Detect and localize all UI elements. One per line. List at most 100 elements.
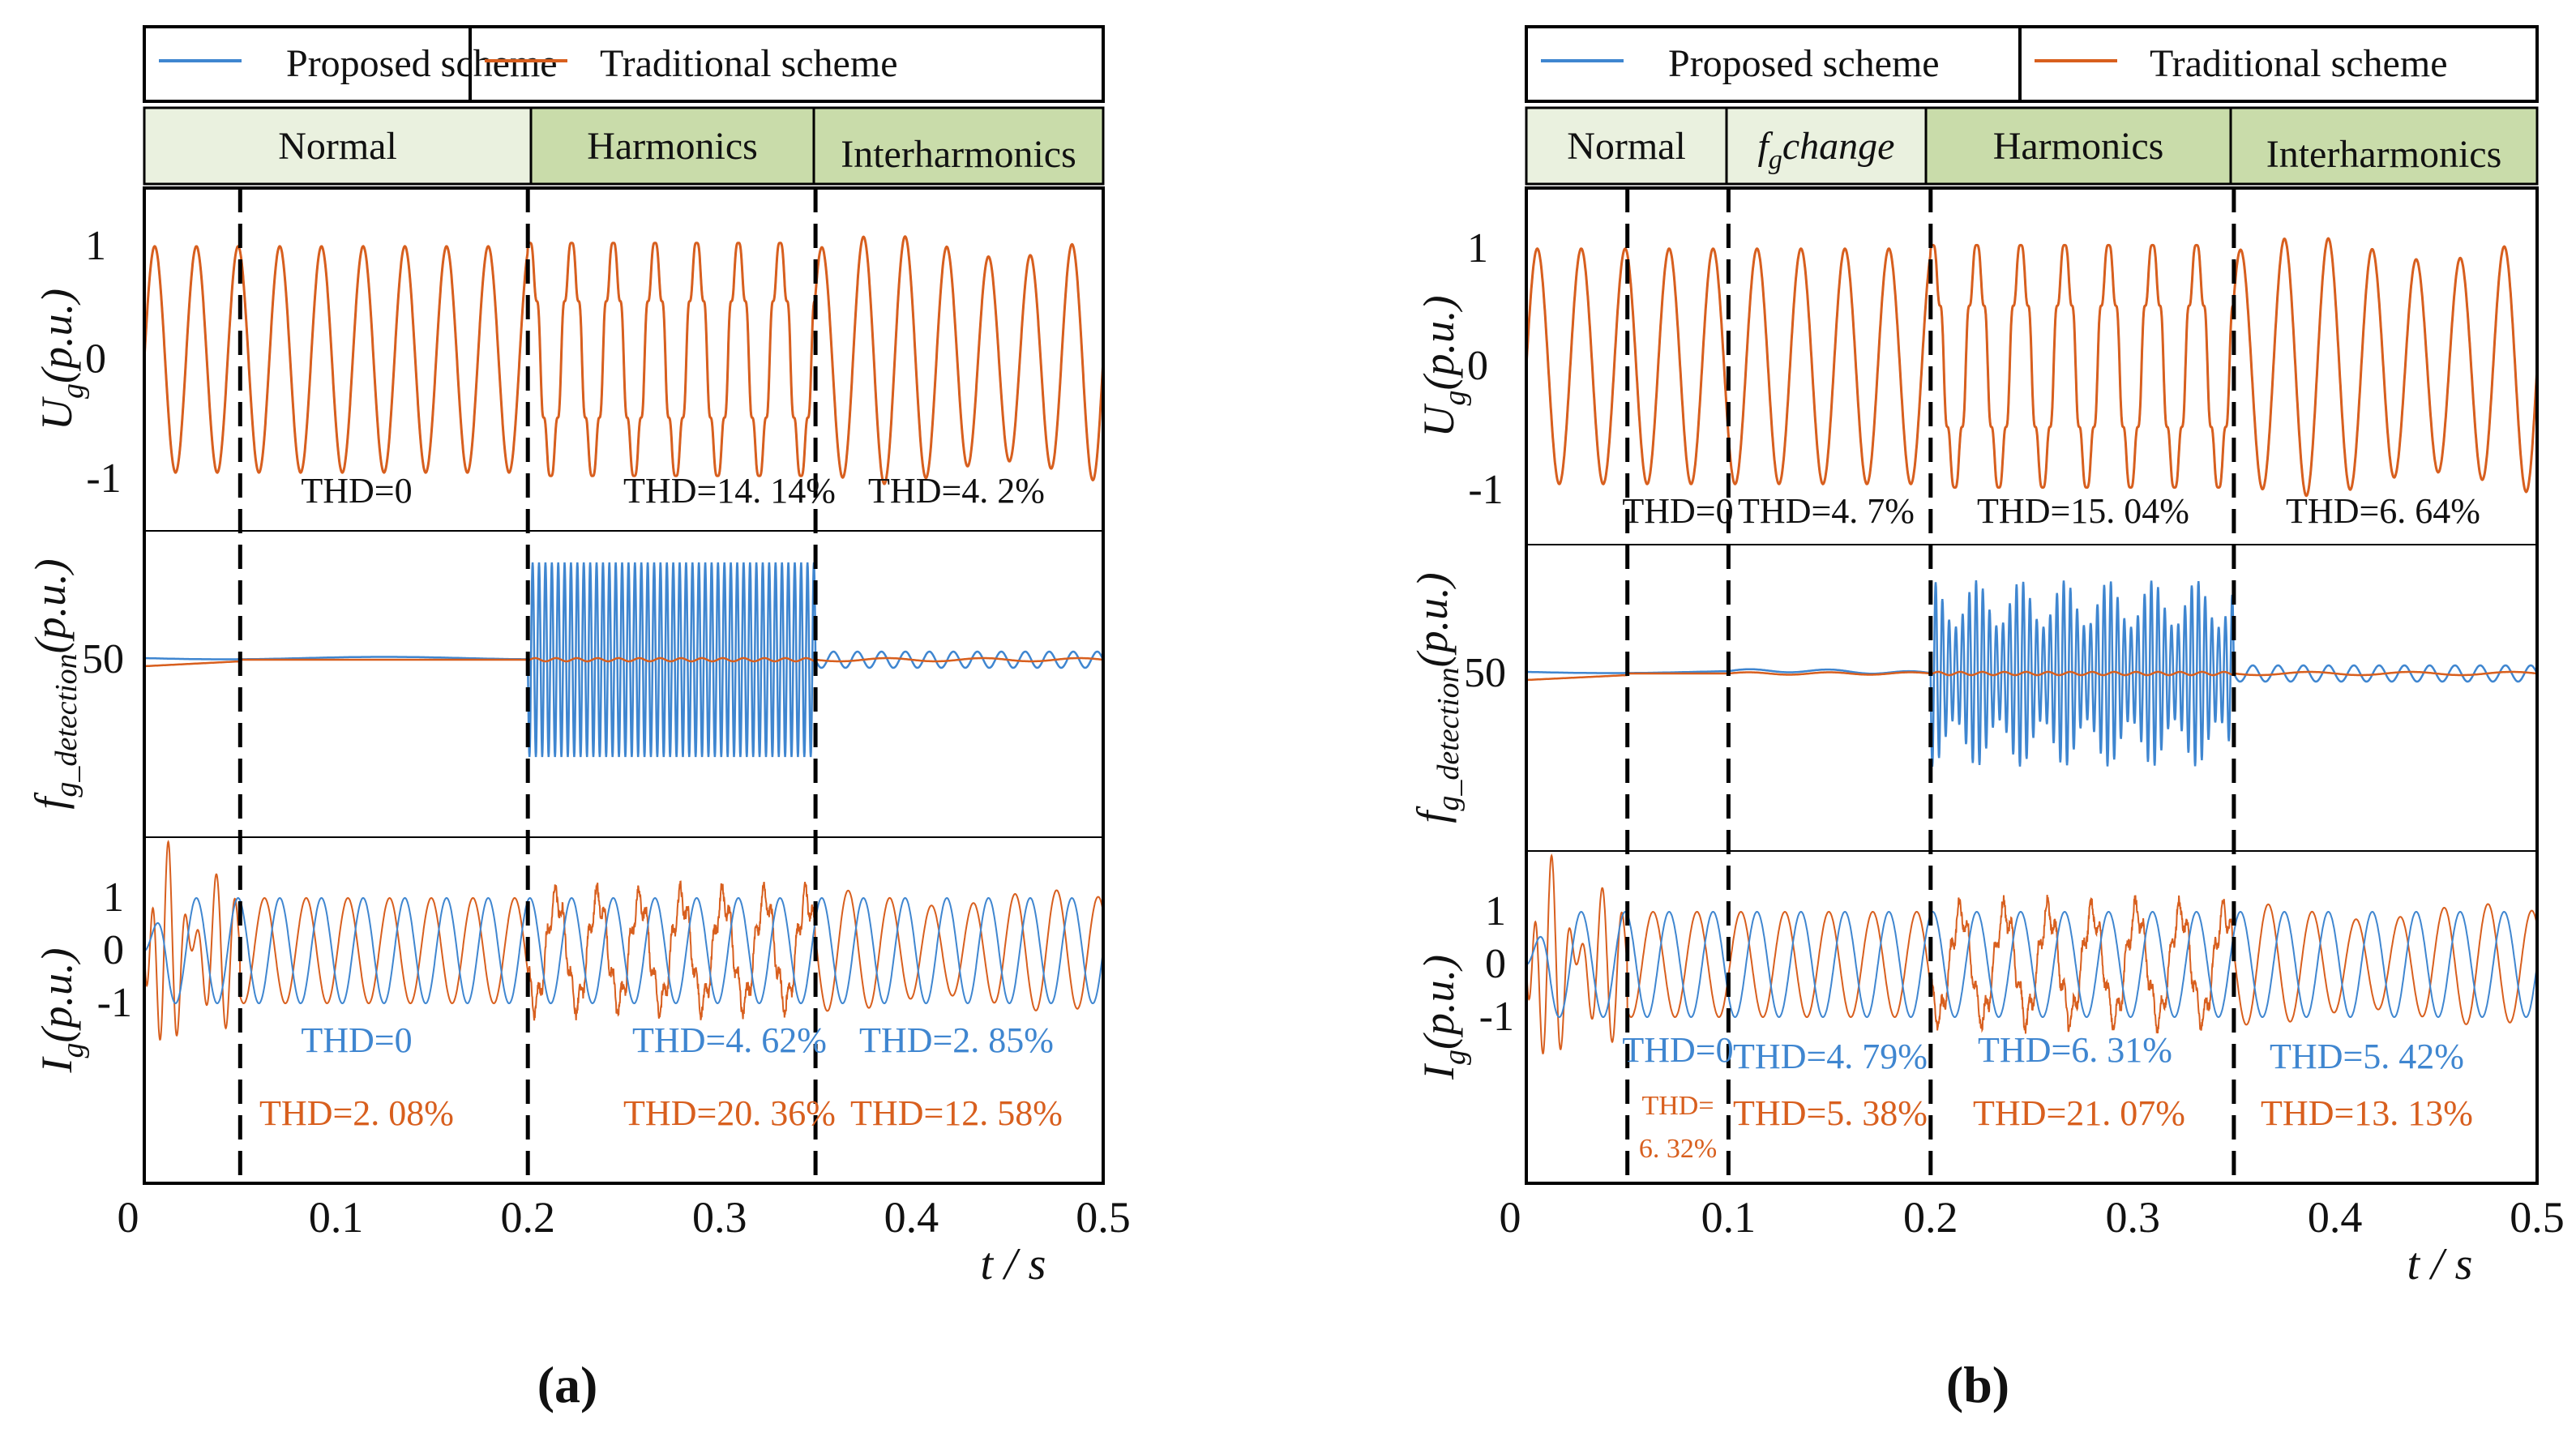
- ytick-label: 1: [85, 223, 106, 269]
- phase-strip: Normal fgchange Harmonics Interharmonics: [1525, 106, 2539, 186]
- thd-label: THD=4. 79%: [1733, 1037, 1928, 1076]
- thd-label: THD=5. 38%: [1733, 1093, 1928, 1133]
- phase-label: Interharmonics: [841, 133, 1076, 176]
- ytick-label: -1: [97, 980, 132, 1026]
- legend-box-proposed: [143, 25, 472, 103]
- axis-title: Ug(p.u.): [1414, 296, 1472, 438]
- ig-traditional-line: [1525, 853, 2538, 1055]
- thd-label: THD=5. 42%: [2270, 1037, 2464, 1076]
- thd-label: THD=12. 58%: [850, 1093, 1063, 1133]
- x-axis: 0 0.1 0.2 0.3 0.4 0.5 t / s: [118, 1193, 1131, 1289]
- thd-label: THD=21. 07%: [1973, 1093, 2185, 1133]
- ylabel-ig: 1 0 -1Ig(p.u.): [32, 874, 132, 1073]
- thd-label: THD=0: [1622, 491, 1733, 531]
- subplot-fg: [1525, 544, 2539, 852]
- x-axis-title: t / s: [2407, 1239, 2473, 1289]
- legend-label-proposed: Proposed scheme: [286, 42, 558, 85]
- x-tick-label: 0.5: [2510, 1193, 2565, 1242]
- thd-label: THD=6. 31%: [1978, 1030, 2172, 1070]
- phase-cell: [1924, 106, 2232, 186]
- x-tick-label: 0: [118, 1193, 139, 1242]
- ytick-label: 1: [1467, 225, 1488, 272]
- panel-a: Proposed scheme Traditional scheme Normal H…: [26, 25, 1131, 1413]
- ytick-label: 50: [1464, 650, 1506, 696]
- fg-traditional-line: [144, 656, 1103, 668]
- legend: Proposed scheme Traditional scheme: [1525, 25, 2539, 103]
- x-tick-label: 0.3: [692, 1193, 747, 1242]
- ig-traditional-line: [143, 840, 1104, 1041]
- thd-label: THD=0: [301, 471, 412, 511]
- ylabel-ug: 1 0 -1 Ug(p.u.): [32, 223, 122, 502]
- ig-proposed-line: [143, 896, 1104, 1005]
- subplot-fg: [143, 530, 1105, 838]
- ytick-label: 1: [103, 874, 124, 921]
- axis-title: fg_detection(p.u.): [26, 558, 83, 809]
- phase-label: Normal: [278, 125, 397, 168]
- x-tick-label: 0.4: [2308, 1193, 2363, 1242]
- thd-label: THD=: [1641, 1091, 1714, 1121]
- thd-label: THD=0: [301, 1020, 412, 1060]
- x-axis-title: t / s: [981, 1239, 1046, 1289]
- thd-label: THD=2. 85%: [859, 1020, 1054, 1060]
- ytick-label: 0: [1467, 343, 1488, 389]
- plot-frame: [143, 186, 1105, 1185]
- axis-title: Ug(p.u.): [32, 289, 90, 430]
- legend: Proposed scheme Traditional scheme: [143, 25, 1105, 103]
- phase-cell: [1725, 106, 1928, 186]
- thd-label: THD=2. 08%: [259, 1093, 454, 1133]
- phase-label: Interharmonics: [2266, 133, 2502, 176]
- thd-label: THD=6. 64%: [2286, 491, 2480, 531]
- thd-label: THD=4. 7%: [1738, 491, 1915, 531]
- phase-strip: Normal Harmonics Interharmonics: [143, 106, 1105, 186]
- x-tick-label: 0: [1500, 1193, 1521, 1242]
- x-tick-label: 0.5: [1076, 1193, 1131, 1242]
- panel-b: Proposed scheme Traditional scheme Normal f…: [1408, 25, 2565, 1413]
- x-tick-label: 0.2: [1903, 1193, 1958, 1242]
- phase-cell: [529, 106, 815, 186]
- plot-frame: [1525, 186, 2539, 1185]
- thd-label: THD=4. 2%: [868, 471, 1045, 511]
- legend-box-traditional: [2018, 25, 2539, 103]
- x-tick-label: 0.1: [1701, 1193, 1757, 1242]
- thd-annotations: THD=0 THD=4. 7% THD=15. 04% THD=6. 64%THD=0…: [1622, 491, 2480, 1164]
- legend-box-proposed: [1525, 25, 2022, 103]
- axis-title: fg_detection(p.u.): [1408, 572, 1466, 823]
- ytick-label: -1: [1468, 467, 1503, 513]
- axis-title: Ig(p.u.): [32, 948, 90, 1074]
- thd-label: THD=20. 36%: [623, 1093, 836, 1133]
- panel-label: (b): [1946, 1356, 2009, 1413]
- legend-label-traditional: Traditional scheme: [2150, 42, 2448, 85]
- phase-cell: [1525, 106, 1728, 186]
- phase-label: Normal: [1567, 125, 1686, 168]
- thd-annotations: THD=0 THD=14. 14% THD=4. 2% THD=0 THD=4. 62%…: [259, 471, 1063, 1133]
- thd-label: THD=14. 14%: [623, 471, 836, 511]
- phase-label: Harmonics: [1993, 125, 2164, 168]
- thd-label: THD=4. 62%: [632, 1020, 827, 1060]
- thd-label: THD=13. 13%: [2261, 1093, 2473, 1133]
- phase-cell: [812, 106, 1105, 186]
- ytick-label: -1: [1479, 994, 1514, 1040]
- panel-label: (a): [537, 1356, 598, 1413]
- ylabel-ig: 1 0 -1Ig(p.u.): [1414, 888, 1514, 1080]
- phase-cell: [2229, 106, 2539, 186]
- x-tick-label: 0.4: [884, 1193, 939, 1242]
- phase-cell: [143, 106, 533, 186]
- ytick-label: -1: [86, 455, 121, 502]
- ug-traditional-line: [1525, 237, 2539, 498]
- fg-traditional-line: [1526, 670, 2537, 682]
- ytick-label: 50: [82, 636, 124, 682]
- ylabel-ug: 1 0 -1 Ug(p.u.): [1414, 225, 1504, 513]
- thd-label: THD=15. 04%: [1977, 491, 2189, 531]
- legend-label-traditional: Traditional scheme: [600, 42, 898, 85]
- ytick-label: 0: [85, 336, 106, 383]
- thd-label: 6. 32%: [1639, 1134, 1717, 1164]
- ig-proposed-line: [1525, 910, 2538, 1019]
- ytick-label: 0: [103, 927, 124, 973]
- x-axis: 0 0.1 0.2 0.3 0.4 0.5 t / s: [1500, 1193, 2565, 1289]
- legend-label-proposed: Proposed scheme: [1668, 42, 1940, 85]
- axis-title: Ig(p.u.): [1414, 955, 1472, 1080]
- x-tick-label: 0.3: [2105, 1193, 2160, 1242]
